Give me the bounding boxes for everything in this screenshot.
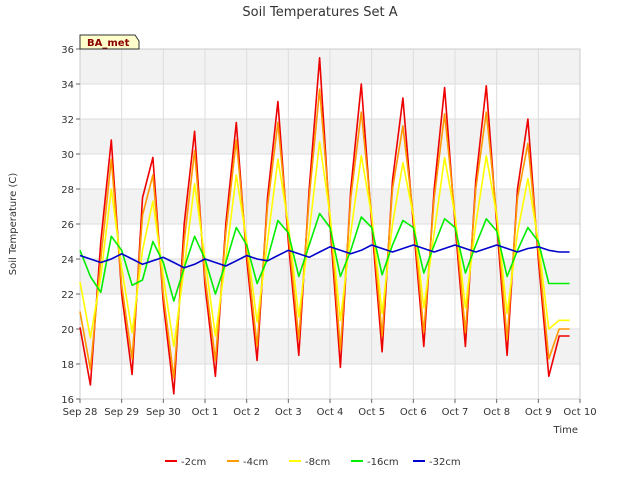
x-tick-label: Oct 8 <box>483 407 510 418</box>
x-tick-label: Oct 1 <box>192 407 219 418</box>
legend-label: -32cm <box>429 457 461 468</box>
y-tick-label: 36 <box>61 45 74 56</box>
y-tick-label: 18 <box>61 360 74 371</box>
station-badge-box <box>79 34 140 50</box>
y-axis-label: Soil Temperature (C) <box>8 173 19 276</box>
station-badge-label: BA_met <box>87 38 130 49</box>
y-tick-label: 22 <box>61 290 74 301</box>
series-line-4cmcm <box>79 88 570 379</box>
x-tick-label: Oct 10 <box>563 407 596 418</box>
series-line-8cmcm <box>79 141 570 348</box>
x-axis-ticks: Sep 28 Sep 29 Sep 30 Oct 1 Oct 2 Oct 3 Oct 4 Oc… <box>63 399 597 418</box>
y-tick-label: 30 <box>61 150 74 161</box>
y-tick-label: 24 <box>61 255 74 266</box>
x-tick-label: Oct 9 <box>525 407 552 418</box>
legend-item: -8cm <box>289 457 330 468</box>
x-axis-label: Time <box>553 425 578 436</box>
y-tick-label: 32 <box>61 115 74 126</box>
legend: -2cm -4cm -8cm -16cm -32cm <box>165 457 461 468</box>
x-tick-label: Oct 6 <box>400 407 427 418</box>
x-tick-label: Sep 28 <box>63 407 98 418</box>
y-axis-ticks: 16 18 20 22 24 26 28 30 32 34 36 <box>61 45 80 406</box>
legend-item: -4cm <box>227 457 268 468</box>
series-line-16cmcm <box>79 212 570 302</box>
x-tick-label: Oct 5 <box>358 407 385 418</box>
y-tick-label: 28 <box>61 185 74 196</box>
y-tick-label: 16 <box>61 395 74 406</box>
legend-label: -4cm <box>243 457 268 468</box>
legend-item: -32cm <box>413 457 461 468</box>
y-tick-label: 20 <box>61 325 74 336</box>
legend-label: -16cm <box>367 457 399 468</box>
x-tick-label: Oct 2 <box>233 407 260 418</box>
x-tick-label: Oct 4 <box>317 407 344 418</box>
legend-label: -8cm <box>305 457 330 468</box>
x-tick-label: Oct 3 <box>275 407 302 418</box>
y-tick-label: 34 <box>61 80 74 91</box>
series-line-32cmcm <box>79 244 570 269</box>
series-lines <box>79 56 570 395</box>
legend-item: -16cm <box>351 457 399 468</box>
y-tick-label: 26 <box>61 220 74 231</box>
x-tick-label: Oct 7 <box>442 407 469 418</box>
station-badge: BA_met <box>79 34 140 50</box>
legend-label: -2cm <box>181 457 206 468</box>
legend-item: -2cm <box>165 457 206 468</box>
chart-title: Soil Temperatures Set A <box>242 5 397 20</box>
x-tick-label: Sep 30 <box>146 407 181 418</box>
x-tick-label: Sep 29 <box>104 407 139 418</box>
